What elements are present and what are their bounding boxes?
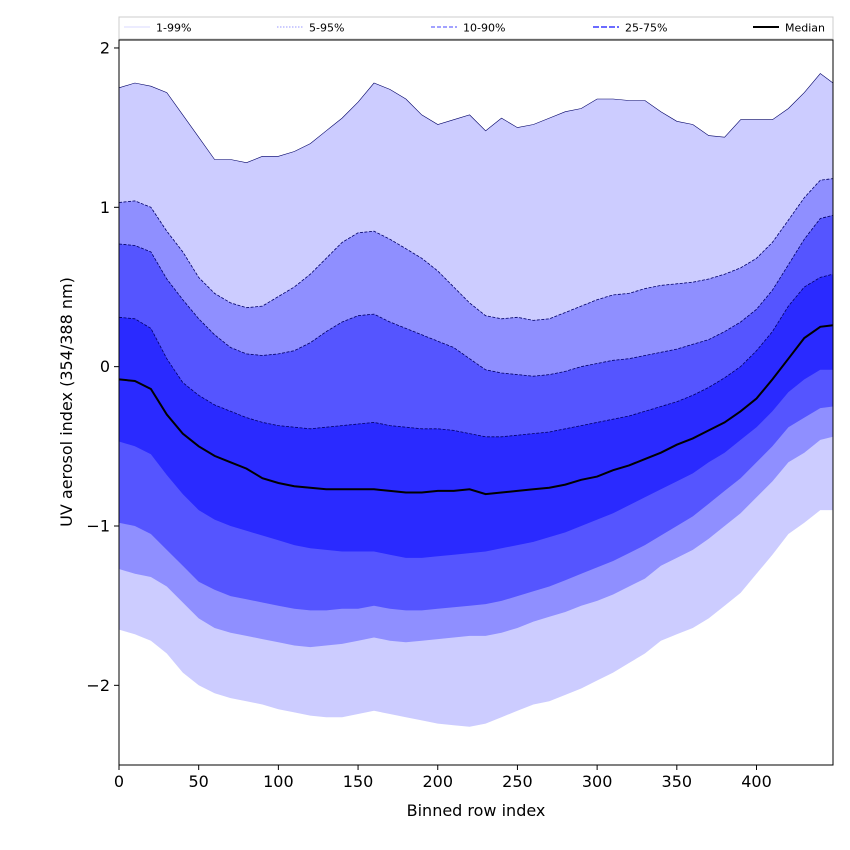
x-axis: 0 50 100 150 200 250 300 350 400 [114, 765, 772, 791]
legend-label: Median [785, 22, 825, 35]
x-tick-label: 0 [114, 772, 124, 791]
band-upper-edge-10-90% [118, 214, 834, 377]
x-tick-label: 400 [741, 772, 772, 791]
y-tick-label: 2 [100, 38, 110, 57]
y-tick-label: 0 [100, 357, 110, 376]
x-axis-label: Binned row index [407, 801, 546, 820]
legend-frame [118, 16, 834, 40]
x-tick-label: 350 [662, 772, 693, 791]
x-tick-label: 200 [422, 772, 453, 791]
legend-label: 25-75% [625, 22, 667, 35]
y-axis-label: UV aerosol index (354/388 nm) [57, 277, 76, 527]
band-upper-edge-5-95% [118, 178, 834, 321]
x-tick-label: 300 [582, 772, 613, 791]
y-axis: −2 −1 0 1 2 [86, 38, 119, 695]
y-tick-label: 1 [100, 198, 110, 217]
x-tick-label: 250 [502, 772, 533, 791]
y-tick-label: −2 [86, 676, 110, 695]
band-upper-edge-1-99% [118, 73, 834, 164]
legend-label: 1-99% [156, 22, 191, 35]
legend-label: 10-90% [463, 22, 505, 35]
y-tick-label: −1 [86, 516, 110, 535]
x-tick-label: 100 [263, 772, 294, 791]
x-tick-label: 150 [343, 772, 374, 791]
bands-layer [118, 73, 834, 727]
x-tick-label: 50 [189, 772, 209, 791]
median-layer [118, 324, 834, 496]
legend: 1-99% 5-95% 10-90% 25-75% Median [118, 16, 834, 40]
plot-frame [118, 39, 834, 766]
median-line [118, 324, 834, 496]
legend-label: 5-95% [309, 22, 344, 35]
band-upper-edge-25-75% [118, 273, 834, 438]
